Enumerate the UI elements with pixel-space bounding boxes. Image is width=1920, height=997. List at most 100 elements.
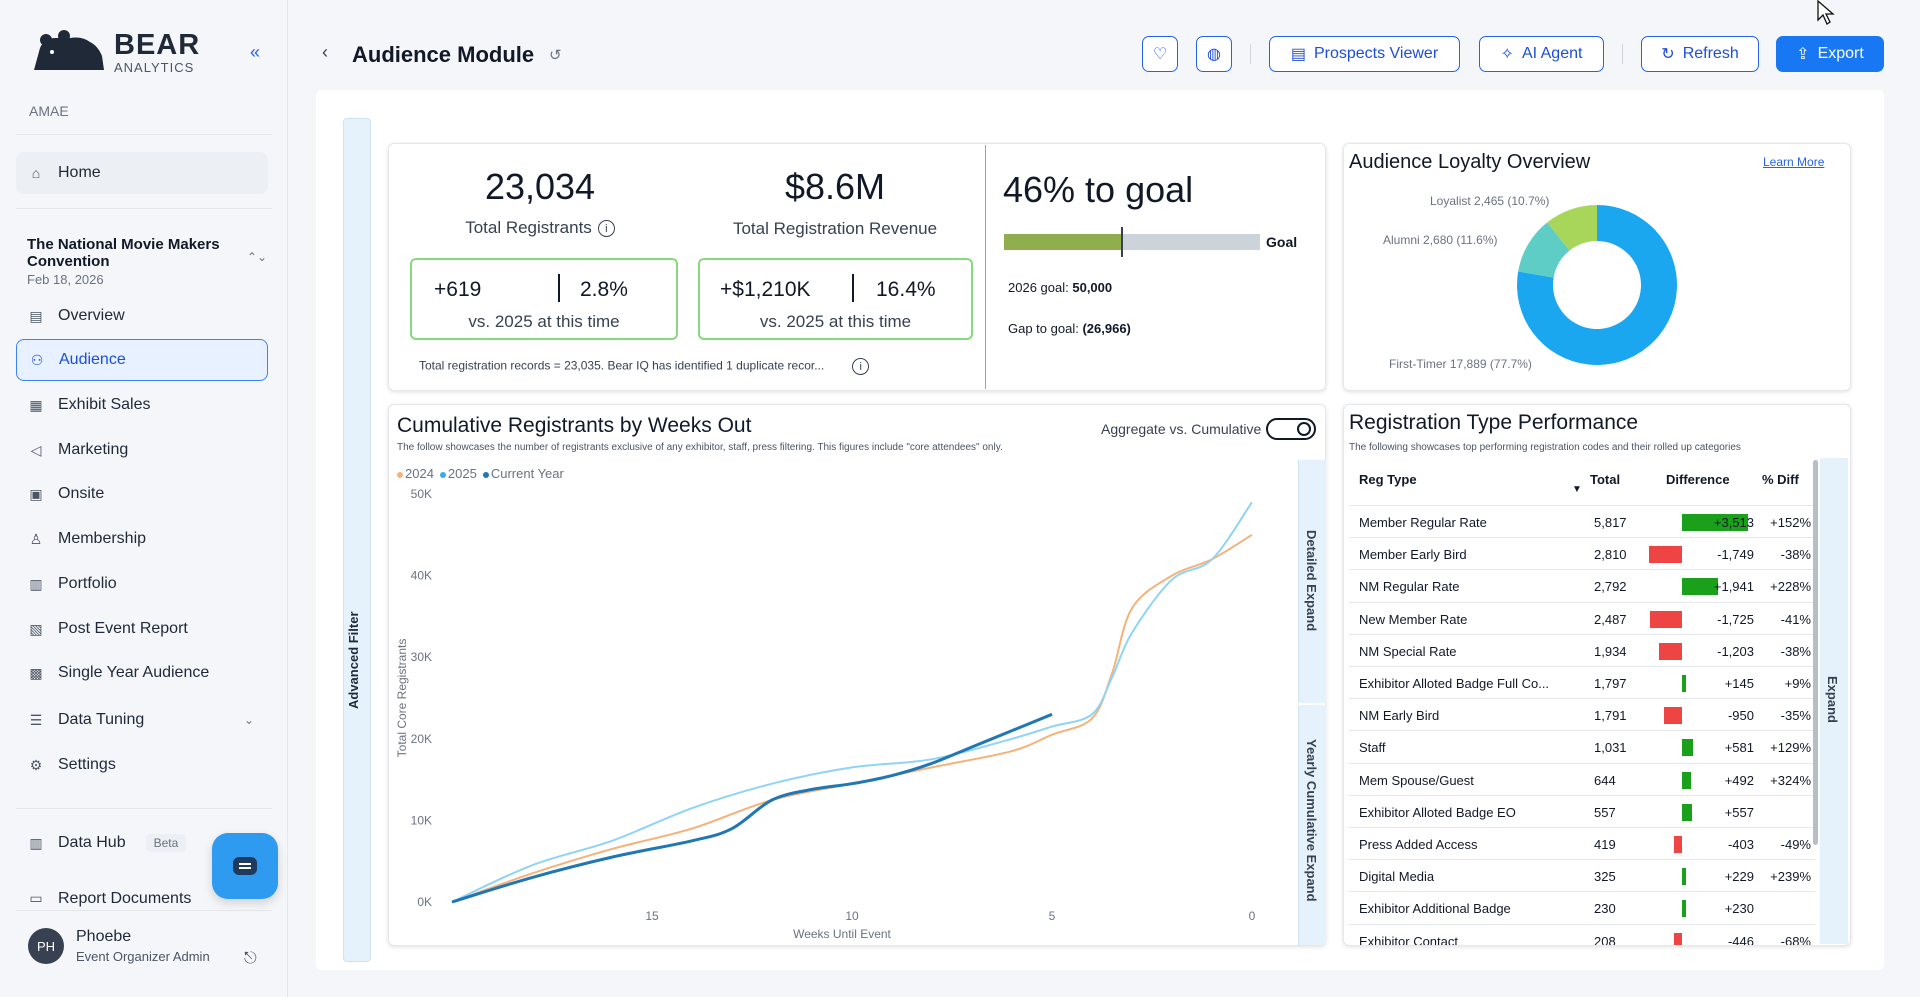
member-icon: ♙: [29, 530, 43, 547]
nav-label: Data Tuning: [58, 711, 145, 728]
upload-icon: ⇪: [1796, 46, 1810, 63]
total-cell: 644: [1594, 772, 1616, 788]
donut-slice-alumni[interactable]: [1518, 222, 1570, 278]
nav-home[interactable]: ⌂ Home: [16, 152, 268, 194]
registrants-delta: +619: [434, 278, 482, 301]
beta-badge: Beta: [145, 834, 187, 852]
info-icon[interactable]: i: [597, 220, 615, 238]
nav-overview[interactable]: ▤ Overview: [16, 295, 268, 337]
separator: [1250, 44, 1251, 64]
table-row[interactable]: Press Added Access 419 -403 -49%: [1349, 827, 1815, 859]
reg-type-cell: NM Regular Rate: [1359, 579, 1460, 595]
table-row[interactable]: Member Regular Rate 5,817 +3,513 +152%: [1349, 505, 1815, 537]
learn-more-link[interactable]: Learn More: [1763, 155, 1825, 169]
info-icon[interactable]: i: [852, 358, 870, 375]
difference-cell: -1,725: [1717, 611, 1754, 627]
line-2025[interactable]: [451, 501, 1253, 903]
nav-marketing[interactable]: ◁ Marketing: [16, 429, 268, 471]
sort-desc-icon[interactable]: ▼: [1572, 484, 1582, 495]
table-row[interactable]: New Member Rate 2,487 -1,725 -41%: [1349, 601, 1815, 634]
chat-icon: [233, 857, 257, 875]
detailed-expand-tab[interactable]: Detailed Expand: [1298, 460, 1326, 703]
line-current-year[interactable]: [451, 712, 1053, 904]
nav-portfolio[interactable]: ▥ Portfolio: [16, 563, 268, 605]
total-cell: 2,792: [1594, 579, 1627, 595]
expand-collapse-icon[interactable]: ⌃⌄: [246, 250, 267, 264]
logout-icon[interactable]: ⎋: [244, 950, 257, 967]
pct-diff-cell: +9%: [1784, 676, 1811, 691]
col-difference[interactable]: Difference: [1666, 472, 1730, 487]
nav-onsite[interactable]: ▣ Onsite: [16, 473, 268, 515]
refresh-icon: ↻: [1661, 46, 1675, 63]
col-pct-diff[interactable]: % Diff: [1762, 472, 1799, 487]
nav-audience[interactable]: ⚇ Audience: [16, 339, 268, 381]
total-cell: 1,797: [1594, 676, 1627, 691]
divider: [16, 208, 272, 209]
back-chevron-icon[interactable]: ‹: [322, 42, 328, 62]
reg-type-cell: Exhibitor Contact: [1359, 933, 1458, 945]
nav-report-documents[interactable]: ▭ Report Documents: [16, 890, 268, 910]
line-2024[interactable]: [451, 533, 1253, 903]
duplicate-records-note-text: Total registration records = 23,035. Bea…: [419, 358, 825, 373]
collapse-sidebar-icon[interactable]: «: [250, 42, 261, 62]
donut-slice-loyalist[interactable]: [1547, 205, 1597, 251]
reg-type-cell: New Member Rate: [1359, 611, 1468, 627]
col-reg-type[interactable]: Reg Type: [1359, 472, 1417, 487]
report-icon: ▧: [29, 620, 43, 637]
globe-button[interactable]: ◍: [1196, 36, 1232, 72]
table-row[interactable]: Exhibitor Contact 208 -446 -68%: [1349, 923, 1815, 945]
reg-type-cell: Member Early Bird: [1359, 547, 1467, 563]
table-row[interactable]: Member Early Bird 2,810 -1,749 -38%: [1349, 537, 1815, 569]
table-row[interactable]: NM Early Bird 1,791 -950 -35%: [1349, 698, 1815, 730]
legend-current-year[interactable]: Current Year: [482, 466, 564, 481]
prospects-viewer-button[interactable]: ▤ Prospects Viewer: [1269, 36, 1460, 72]
event-selector[interactable]: The National Movie Makers Convention Feb…: [27, 236, 267, 287]
nav-membership[interactable]: ♙ Membership: [16, 518, 268, 560]
difference-bar: [1682, 803, 1693, 821]
brand-name: BEAR: [114, 28, 201, 61]
ai-agent-button[interactable]: ✧ AI Agent: [1479, 36, 1604, 72]
nav-data-tuning[interactable]: ☰ Data Tuning ⌄: [16, 699, 268, 741]
pct-diff-cell: +152%: [1770, 515, 1811, 530]
total-cell: 2,487: [1594, 611, 1627, 627]
aggregate-cumulative-toggle[interactable]: [1266, 418, 1316, 440]
favorite-button[interactable]: ♡: [1142, 36, 1178, 72]
advanced-filter-tab[interactable]: Advanced Filter: [343, 118, 371, 962]
nav-post-event-report[interactable]: ▧ Post Event Report: [16, 608, 268, 650]
difference-bar: [1664, 707, 1682, 725]
table-row[interactable]: NM Special Rate 1,934 -1,203 -38%: [1349, 633, 1815, 666]
goal-progress-bar: [1004, 234, 1260, 250]
table-row[interactable]: NM Regular Rate 2,792 +1,941 +228%: [1349, 569, 1815, 601]
table-row[interactable]: Exhibitor Alloted Badge Full Co... 1,797 +…: [1349, 666, 1815, 698]
y-tick-label: 40K: [411, 569, 432, 583]
col-total[interactable]: Total: [1590, 472, 1621, 487]
overview-icon: ▤: [29, 307, 43, 324]
registrants-delta-pct: 2.8%: [580, 278, 628, 301]
history-icon[interactable]: ↺: [549, 47, 562, 64]
difference-cell: -950: [1727, 708, 1754, 724]
table-row[interactable]: Staff 1,031 +581 +129%: [1349, 730, 1815, 762]
nav-single-year-audience[interactable]: ▩ Single Year Audience: [16, 652, 268, 694]
document-icon: ▭: [29, 890, 43, 906]
table-scrollbar[interactable]: [1813, 460, 1818, 845]
difference-cell: +230: [1724, 901, 1754, 917]
kpi-card: [388, 143, 1326, 391]
chat-button[interactable]: [212, 833, 278, 899]
nav-data-hub[interactable]: ▥ Data Hub Beta: [16, 822, 268, 864]
table-row[interactable]: Mem Spouse/Guest 644 +492 +324%: [1349, 762, 1815, 795]
sparkle-icon: ✧: [1500, 46, 1514, 63]
legend-2024[interactable]: 2024: [397, 466, 434, 481]
table-expand-tab[interactable]: Expand: [1820, 458, 1848, 944]
nav-exhibit-sales[interactable]: ▦ Exhibit Sales: [16, 384, 268, 426]
export-button[interactable]: ⇪ Export: [1776, 36, 1884, 72]
donut-slice-first-timer[interactable]: [1517, 205, 1677, 365]
table-row[interactable]: Exhibitor Additional Badge 230 +230: [1349, 891, 1815, 923]
id-card-icon: ▤: [1290, 46, 1306, 63]
yearly-expand-tab[interactable]: Yearly Cumulative Expand: [1298, 705, 1326, 945]
table-row[interactable]: Exhibitor Alloted Badge EO 557 +557: [1349, 794, 1815, 827]
total-cell: 419: [1594, 837, 1616, 852]
refresh-button[interactable]: ↻ Refresh: [1641, 36, 1759, 72]
table-row[interactable]: Digital Media 325 +229 +239%: [1349, 859, 1815, 891]
legend-2025[interactable]: 2025: [439, 466, 477, 481]
nav-settings[interactable]: ⚙ Settings: [16, 744, 268, 786]
